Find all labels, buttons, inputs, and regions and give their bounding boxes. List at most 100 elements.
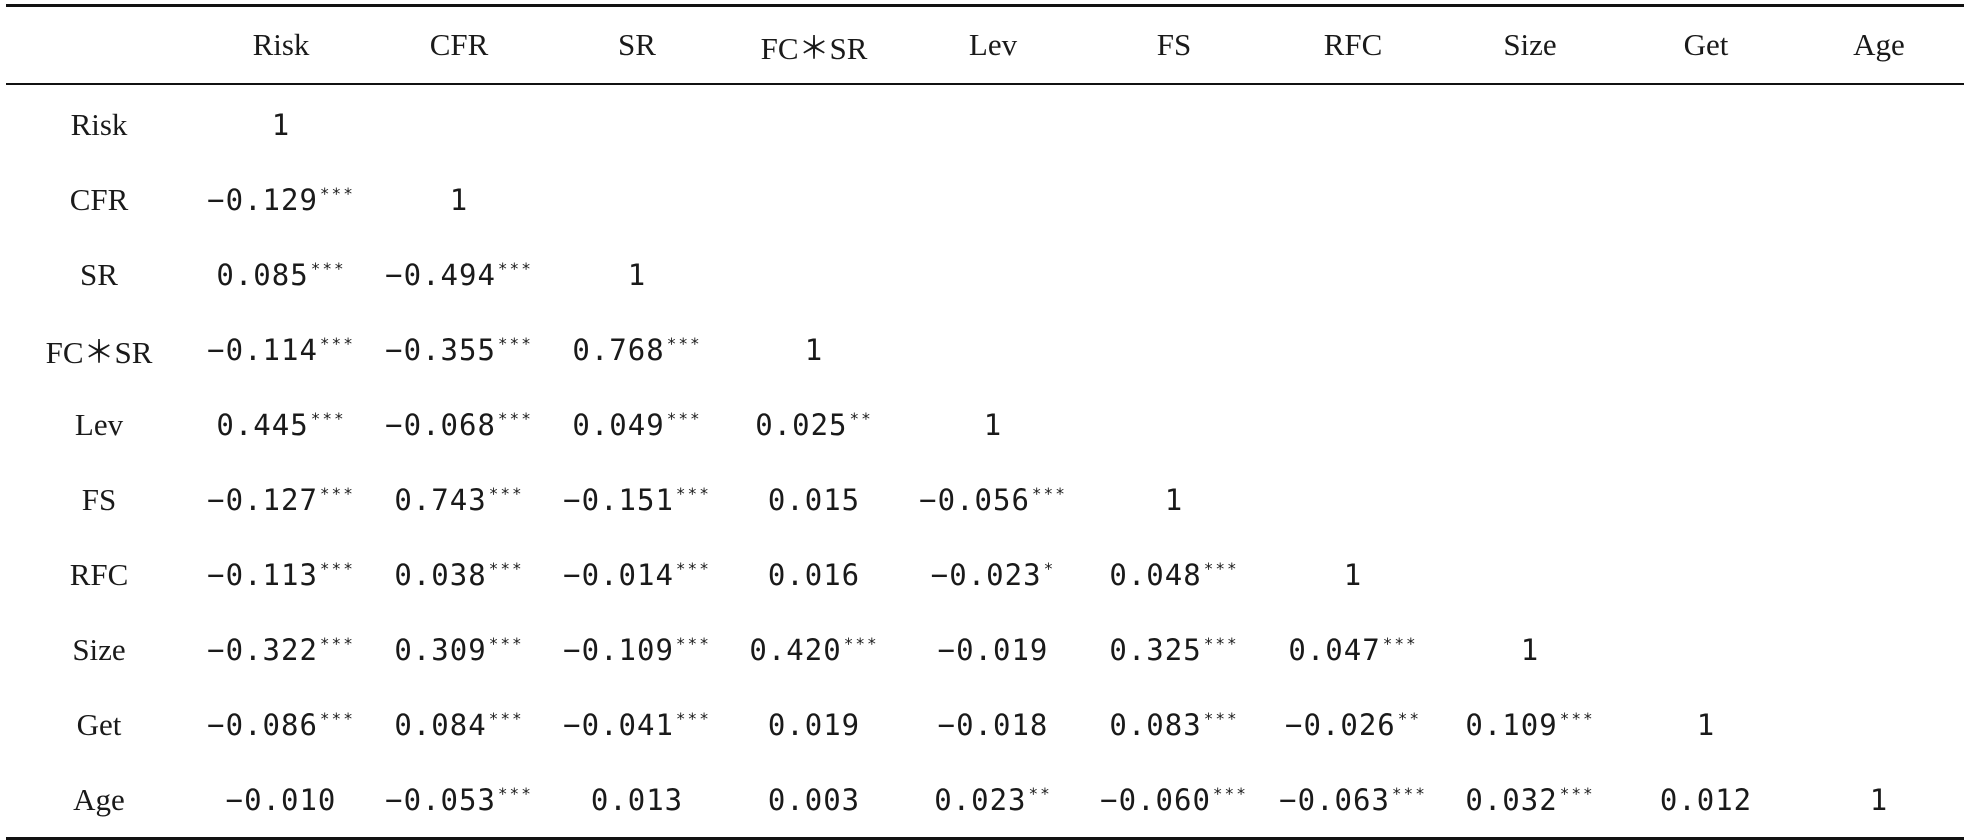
table-cell: 0.420 ***: [726, 612, 902, 687]
table-cell: 0.047 ***: [1264, 612, 1442, 687]
table-cell: [548, 162, 726, 237]
table-cell: −0.019: [902, 612, 1084, 687]
table-cell: [1264, 387, 1442, 462]
table-cell: [1794, 84, 1964, 162]
significance-stars: ***: [1031, 483, 1067, 503]
cell-value: −0.129: [207, 182, 318, 217]
cell-value: 0.003: [767, 782, 861, 817]
significance-stars: ***: [1203, 558, 1239, 578]
table-cell: −0.063 ***: [1264, 762, 1442, 839]
cell-value: 0.025: [755, 407, 848, 442]
correlation-table: Risk CFR SR FC＊SR Lev FS RFC Size Get Ag…: [6, 4, 1964, 840]
cell-value: 0.038: [394, 557, 487, 592]
table-cell: 0.109 ***: [1442, 687, 1618, 762]
cell-value: −0.010: [225, 782, 337, 817]
table-cell: −0.086 ***: [192, 687, 370, 762]
table-row: Get −0.086 *** 0.084 *** −0.041 *** 0.019 −0.018…: [6, 687, 1964, 762]
cell-value: −0.063: [1279, 782, 1390, 817]
cell-value: 1: [627, 257, 647, 292]
cell-value: −0.113: [207, 557, 318, 592]
table-cell: 1: [1794, 762, 1964, 839]
row-label: Get: [76, 706, 122, 742]
cell-value: 0.768: [572, 332, 665, 367]
cell-value: 0.309: [394, 632, 487, 667]
table-cell: [1264, 462, 1442, 537]
table-cell: 0.083 ***: [1084, 687, 1264, 762]
table-cell: 0.003: [726, 762, 902, 839]
cell-value: −0.026: [1284, 707, 1396, 742]
table-cell: −0.041 ***: [548, 687, 726, 762]
cell-value: 0.743: [394, 482, 487, 517]
table-cell: [1084, 84, 1264, 162]
header-cell-risk: Risk: [192, 5, 370, 85]
row-label: Risk: [70, 106, 128, 142]
cell-value: 0.047: [1288, 632, 1381, 667]
cell-value: 0.083: [1109, 707, 1202, 742]
cell-value: 0.420: [749, 632, 842, 667]
significance-stars: ***: [497, 333, 533, 353]
table-row: Age −0.010 −0.053 *** 0.013 0.003 0.023 ** −0.06…: [6, 762, 1964, 839]
table-cell: 0.309 ***: [370, 612, 548, 687]
cell-value: 1: [449, 182, 469, 217]
cell-value: 1: [804, 332, 824, 367]
table-cell: −0.026 **: [1264, 687, 1442, 762]
table-cell: 0.445 ***: [192, 387, 370, 462]
table-cell: 0.032 ***: [1442, 762, 1618, 839]
cell-value: −0.018: [937, 707, 1049, 742]
table-cell: [1442, 84, 1618, 162]
significance-stars: ***: [319, 558, 355, 578]
cell-value: 1: [1869, 782, 1889, 817]
table-cell: −0.014 ***: [548, 537, 726, 612]
table-cell: 0.019: [726, 687, 902, 762]
cell-value: −0.053: [385, 782, 496, 817]
significance-stars: ***: [319, 633, 355, 653]
table-cell: 0.084 ***: [370, 687, 548, 762]
row-label: Age: [73, 781, 125, 817]
table-cell: [1264, 312, 1442, 387]
table-cell: [548, 84, 726, 162]
significance-stars: ***: [488, 633, 524, 653]
cell-value: −0.355: [385, 332, 496, 367]
cell-value: −0.060: [1100, 782, 1211, 817]
significance-stars: ***: [319, 708, 355, 728]
table-cell: 0.325 ***: [1084, 612, 1264, 687]
table-cell: [1618, 462, 1794, 537]
cell-value: −0.322: [207, 632, 318, 667]
table-cell: −0.129 ***: [192, 162, 370, 237]
cell-value: 0.049: [572, 407, 665, 442]
cell-value: −0.109: [563, 632, 674, 667]
table-cell: [370, 84, 548, 162]
table-cell: [1442, 162, 1618, 237]
table-cell: [1618, 312, 1794, 387]
significance-stars: ***: [497, 258, 533, 278]
cell-value: 0.013: [590, 782, 684, 817]
table-cell: 1: [548, 237, 726, 312]
cell-value: 1: [1164, 482, 1184, 517]
header-cell-cfr: CFR: [370, 5, 548, 85]
significance-stars: **: [1397, 708, 1422, 728]
table-cell: 1: [726, 312, 902, 387]
cell-value: 0.445: [216, 407, 309, 442]
row-label: Lev: [74, 406, 124, 442]
cell-value: 0.019: [767, 707, 861, 742]
significance-stars: ***: [1382, 633, 1418, 653]
cell-value: 1: [983, 407, 1003, 442]
row-label: Size: [72, 631, 126, 667]
table-cell: 1: [192, 84, 370, 162]
significance-stars: ***: [675, 483, 711, 503]
cell-value: −0.056: [919, 482, 1030, 517]
table-cell: [1794, 312, 1964, 387]
header-cell-rfc: RFC: [1264, 5, 1442, 85]
header-cell-get: Get: [1618, 5, 1794, 85]
significance-stars: **: [849, 408, 873, 428]
header-cell-sr: SR: [548, 5, 726, 85]
significance-stars: ***: [319, 333, 355, 353]
significance-stars: ***: [675, 633, 711, 653]
table-body: Risk 1 CFR −0.129 *** 1 SR 0.085 *** −0.494 *** 1 FC…: [6, 84, 1964, 839]
cell-value: −0.127: [207, 482, 318, 517]
table-row: Lev 0.445 *** −0.068 *** 0.049 *** 0.025 ** 1: [6, 387, 1964, 462]
table-cell: [902, 162, 1084, 237]
table-cell: [1442, 387, 1618, 462]
table-cell: 0.743 ***: [370, 462, 548, 537]
significance-stars: ***: [666, 333, 702, 353]
